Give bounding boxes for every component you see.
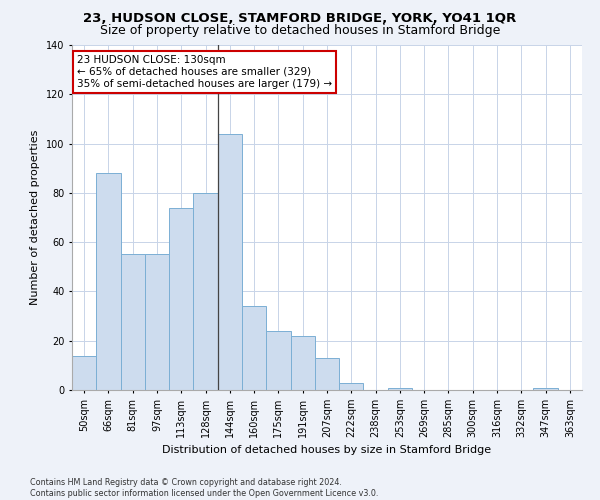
- Bar: [193, 193, 218, 390]
- Bar: [72, 356, 96, 390]
- Text: 23, HUDSON CLOSE, STAMFORD BRIDGE, YORK, YO41 1QR: 23, HUDSON CLOSE, STAMFORD BRIDGE, YORK,…: [83, 12, 517, 26]
- Bar: [266, 331, 290, 390]
- Bar: [388, 388, 412, 390]
- Bar: [169, 208, 193, 390]
- Bar: [145, 254, 169, 390]
- Y-axis label: Number of detached properties: Number of detached properties: [31, 130, 40, 305]
- Text: Size of property relative to detached houses in Stamford Bridge: Size of property relative to detached ho…: [100, 24, 500, 37]
- Bar: [218, 134, 242, 390]
- Bar: [339, 382, 364, 390]
- Text: 23 HUDSON CLOSE: 130sqm
← 65% of detached houses are smaller (329)
35% of semi-d: 23 HUDSON CLOSE: 130sqm ← 65% of detache…: [77, 56, 332, 88]
- Bar: [315, 358, 339, 390]
- X-axis label: Distribution of detached houses by size in Stamford Bridge: Distribution of detached houses by size …: [163, 446, 491, 456]
- Bar: [290, 336, 315, 390]
- Bar: [121, 254, 145, 390]
- Bar: [533, 388, 558, 390]
- Bar: [96, 173, 121, 390]
- Bar: [242, 306, 266, 390]
- Text: Contains HM Land Registry data © Crown copyright and database right 2024.
Contai: Contains HM Land Registry data © Crown c…: [30, 478, 379, 498]
